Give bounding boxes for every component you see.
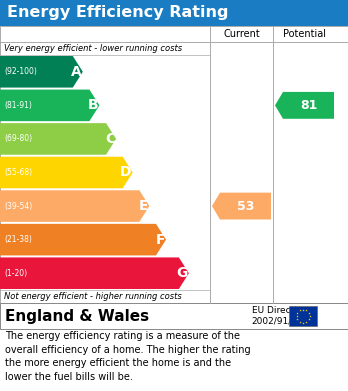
Polygon shape xyxy=(0,157,133,188)
Polygon shape xyxy=(212,193,271,219)
Text: F: F xyxy=(156,233,165,247)
Text: B: B xyxy=(88,99,98,112)
Text: G: G xyxy=(176,266,188,280)
Text: Not energy efficient - higher running costs: Not energy efficient - higher running co… xyxy=(4,292,182,301)
Polygon shape xyxy=(0,56,83,88)
Text: 53: 53 xyxy=(237,199,254,213)
Text: EU Directive
2002/91/EC: EU Directive 2002/91/EC xyxy=(252,306,307,326)
Text: (69-80): (69-80) xyxy=(4,135,32,143)
Text: (39-54): (39-54) xyxy=(4,202,32,211)
Text: Current: Current xyxy=(223,29,260,39)
Text: C: C xyxy=(105,132,115,146)
Text: Energy Efficiency Rating: Energy Efficiency Rating xyxy=(7,5,229,20)
Polygon shape xyxy=(275,92,334,119)
Text: (92-100): (92-100) xyxy=(4,67,37,76)
Text: England & Wales: England & Wales xyxy=(5,308,149,323)
Bar xyxy=(0,26,348,303)
Bar xyxy=(289,306,317,326)
Polygon shape xyxy=(0,123,116,155)
Text: D: D xyxy=(120,165,132,179)
Text: (55-68): (55-68) xyxy=(4,168,32,177)
Text: (1-20): (1-20) xyxy=(4,269,27,278)
Text: E: E xyxy=(139,199,148,213)
Text: A: A xyxy=(71,65,82,79)
Bar xyxy=(0,0,348,26)
Text: (81-91): (81-91) xyxy=(4,101,32,110)
Text: (21-38): (21-38) xyxy=(4,235,32,244)
Polygon shape xyxy=(0,190,149,222)
Text: Very energy efficient - lower running costs: Very energy efficient - lower running co… xyxy=(4,44,182,53)
Text: The energy efficiency rating is a measure of the
overall efficiency of a home. T: The energy efficiency rating is a measur… xyxy=(5,331,251,382)
Polygon shape xyxy=(0,224,166,255)
Bar xyxy=(0,303,348,329)
Polygon shape xyxy=(0,90,100,121)
Text: Potential: Potential xyxy=(283,29,326,39)
Polygon shape xyxy=(0,257,189,289)
Text: 81: 81 xyxy=(300,99,317,112)
